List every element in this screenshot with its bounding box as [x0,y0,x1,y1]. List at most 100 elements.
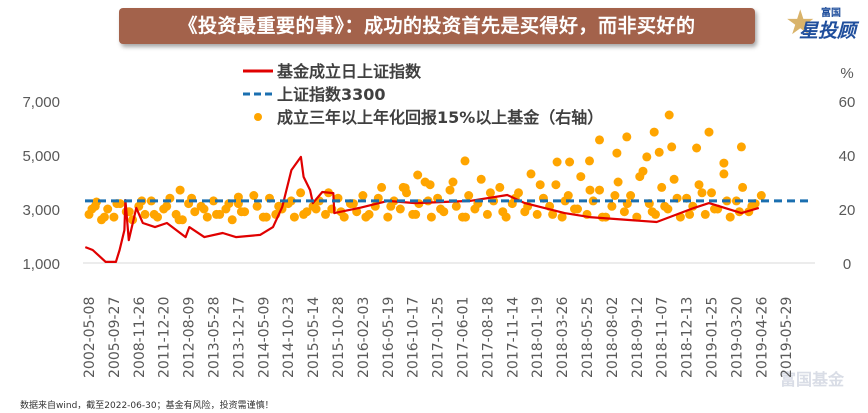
scatter-point [495,182,505,192]
scatter-point [685,209,695,219]
scatter-point [236,207,246,217]
scatter-point [719,158,729,168]
scatter-point [647,207,657,217]
scatter-point [642,152,652,162]
scatter-point [464,191,474,200]
scatter-point [704,127,714,137]
scatter-point [607,201,617,211]
scatter-point [535,180,545,190]
scatter-point [664,110,674,120]
scatter-point [383,212,393,222]
legend-swatch-scatter [254,113,262,121]
scatter-point [436,204,446,214]
x-tick-label: 2018-08-02 [605,297,621,378]
scatter-point [612,148,622,158]
scatter-point [149,209,159,219]
index-line [84,155,760,263]
scatter-point [707,188,716,198]
scatter-point [622,132,632,142]
scatter-point [451,201,461,211]
scatter-point [99,212,109,222]
scatter-point [190,207,200,217]
left-tick-label: 1,000 [22,256,60,273]
legend-label-ref: 上证指数3300 [277,85,386,104]
scatter-point [413,170,423,180]
scatter-point [660,201,670,211]
right-tick-label: 0 [843,256,851,273]
left-tick-label: 7,000 [22,94,60,111]
scatter-point [286,196,296,206]
scatter-point [175,185,185,195]
scatter-point [395,204,405,214]
scatter-point [573,204,582,214]
scatter-point [485,188,495,198]
x-tick-label: 2019-04-26 [754,297,770,378]
x-tick-label: 2018-11-07 [655,297,671,378]
x-tick-label: 2013-05-28 [207,297,223,378]
right-tick-label: 60 [839,94,856,111]
scatter-point [649,127,659,137]
scatter-point [289,212,299,222]
scatter-point [619,207,629,217]
scatter-point [252,201,262,211]
scatter-point [311,204,321,214]
logo-big-text: 星投顾 [799,20,857,42]
scatter-point [710,204,719,214]
right-tick-label: 40 [839,148,856,165]
scatter-point [725,212,735,222]
footer-note: 数据来自wind，截至2022-06-30；基金有风险，投资需谨慎！ [20,401,274,411]
scatter-point [233,199,243,209]
legend-label-scatter: 成立三年以上年化回报15%以上基金（右轴） [277,108,603,127]
scatter-point [585,185,595,195]
x-tick-label: 2016-02-03 [356,297,372,378]
star-icon: ★ [785,3,816,43]
x-tick-label: 2018-05-25 [580,297,596,378]
scatter-point [386,201,396,211]
x-tick-label: 2017-01-25 [431,297,447,378]
scatter-point [613,177,623,187]
scatter-point [461,212,470,222]
x-tick-label: 2015-05-14 [306,297,322,378]
x-tick-label: 2014-10-23 [281,297,297,378]
x-tick-label: 2012-08-09 [182,297,198,378]
x-tick-label: 2018-01-19 [530,297,546,378]
legend-label-index: 基金成立日上证指数 [276,62,422,81]
scatter-point [667,142,677,152]
x-tick-label: 2018-12-13 [680,297,696,378]
scatter-point [719,169,729,179]
right-axis-unit: % [840,65,853,82]
x-tick-label: 2019-05-29 [779,297,795,378]
scatter-point [657,182,667,192]
scatter-point [400,183,410,193]
scatter-point [233,192,243,202]
scatter-point [448,177,458,187]
scatter-point [700,209,710,219]
scatter-point [585,156,594,166]
scatter-point [377,182,387,192]
x-tick-label: 2002-05-08 [82,297,98,378]
scatter-point [174,215,184,225]
scatter-point [526,169,536,179]
scatter-point [411,209,421,219]
scatter-point [756,191,766,200]
scatter-point [576,172,586,182]
brand-logo: ★ 富国 星投顾 [785,2,865,42]
scatter-point [736,142,746,152]
scatter-point [557,212,567,222]
watermark: 富国基金 [780,370,845,389]
x-tick-label: 2017-11-14 [505,297,521,378]
scatter-point [551,180,561,190]
x-tick-label: 2019-01-25 [705,297,721,378]
x-tick-label: 2017-08-18 [480,297,496,378]
left-tick-label: 3,000 [22,202,60,219]
scatter-point [552,157,562,167]
scatter-point [426,212,436,222]
x-tick-label: 2018-09-12 [630,297,646,378]
scatter-point [212,209,221,219]
scatter-point [548,209,558,219]
scatter-point [669,174,679,184]
legend: 基金成立日上证指数 上证指数3300 成立三年以上年化回报15%以上基金（右轴） [243,62,603,127]
scatter-point [498,207,508,217]
x-tick-label: 2019-03-20 [729,297,745,378]
